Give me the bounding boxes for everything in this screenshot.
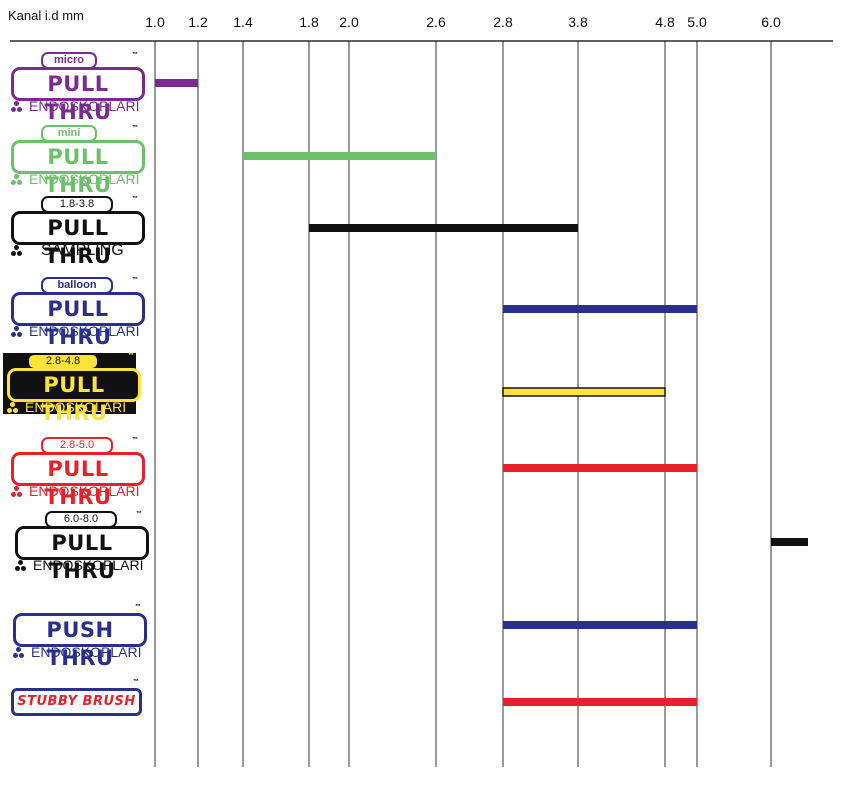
x-axis-label: Kanal i.d mm: [8, 8, 84, 23]
logo-wordmark: STUBBY BRUSH: [11, 688, 142, 716]
logo-dots-icon: [11, 174, 23, 186]
trademark-mark: ™: [136, 511, 142, 517]
logo-dots-icon: [11, 101, 23, 113]
logo-top-label: 6.0-8.0: [45, 511, 117, 528]
range-bar: [503, 464, 697, 472]
logo-wordmark: PULL THRU: [7, 368, 141, 425]
logo-wordmark: PULL THRU: [11, 452, 145, 509]
trademark-mark: ™: [135, 604, 141, 610]
product-logo: 2.8-4.8 ™ PULL THRU ENDOSKOLARI: [3, 353, 143, 425]
product-logo: mini ™ PULL THRU ENDOSKOPLARI: [11, 125, 151, 197]
trademark-mark: ™: [132, 52, 138, 58]
logo-subtitle: ENDOSKOPLARI: [33, 557, 144, 573]
logo-dots-icon: [11, 326, 23, 338]
x-tick-label: 6.0: [761, 14, 781, 30]
x-tick-label: 2.0: [339, 14, 359, 30]
logo-wordmark: PULL THRU: [11, 292, 145, 349]
range-bar: [155, 79, 198, 87]
product-logo: ™ STUBBY BRUSH: [11, 679, 151, 745]
range-bar: [243, 152, 436, 160]
logo-subtitle: ENDOSKOPLARI: [31, 644, 142, 660]
x-tick-label: 2.8: [493, 14, 513, 30]
trademark-mark: ™: [132, 196, 138, 202]
range-bar: [309, 224, 578, 232]
x-tick-label: 3.8: [568, 14, 588, 30]
logo-wordmark: PULL THRU: [11, 211, 145, 268]
trademark-mark: ™: [133, 679, 139, 685]
product-logo: 6.0-8.0 ™ PULL THRU ENDOSKOPLARI: [15, 511, 155, 583]
product-logo: 1.8-3.8 ™ PULL THRU SAMPLING: [11, 196, 151, 268]
logo-dots-icon: [13, 647, 25, 659]
logo-subtitle: SAMPLING: [41, 242, 124, 259]
product-logo: ™ PUSH THRU ENDOSKOPLARI: [13, 598, 153, 670]
logo-subtitle: ENDOSKOLARI: [25, 399, 127, 415]
logo-dots-icon: [15, 560, 27, 572]
x-tick-label: 1.4: [233, 14, 253, 30]
x-tick-label: 2.6: [426, 14, 446, 30]
product-logo: 2.8-5.0 ™ PULL THRU ENDOSKOPLARI: [11, 437, 151, 509]
logo-dots-icon: [11, 245, 23, 257]
x-tick-label: 1.2: [188, 14, 208, 30]
x-tick-label: 5.0: [687, 14, 707, 30]
product-logo: balloon ™ PULL THRU ENDOSKOPLARI: [11, 277, 151, 349]
product-logo: micro ™ PULL THRU ENDOSKOPLARI: [11, 52, 151, 124]
x-tick-label: 1.0: [145, 14, 165, 30]
trademark-mark: ™: [132, 277, 138, 283]
range-bar: [503, 621, 697, 629]
logo-wordmark: PULL THRU: [15, 526, 149, 583]
trademark-mark: ™: [132, 125, 138, 131]
logo-dots-icon: [7, 402, 19, 414]
range-bar: [503, 698, 697, 706]
logo-wordmark: PUSH THRU: [13, 613, 147, 670]
logo-wordmark: PULL THRU: [11, 140, 145, 197]
x-tick-label: 1.8: [299, 14, 319, 30]
logo-wordmark: PULL THRU: [11, 67, 145, 124]
logo-subtitle: ENDOSKOPLARI: [29, 98, 140, 114]
range-bar: [502, 387, 666, 397]
logo-subtitle: ENDOSKOPLARI: [29, 171, 140, 187]
trademark-mark: ™: [132, 437, 138, 443]
logo-subtitle: ENDOSKOPLARI: [29, 323, 140, 339]
trademark-mark: ™: [128, 353, 134, 359]
range-bar: [503, 305, 697, 313]
x-tick-label: 4.8: [655, 14, 675, 30]
range-bar: [771, 538, 808, 546]
logo-subtitle: ENDOSKOPLARI: [29, 483, 140, 499]
logo-dots-icon: [11, 486, 23, 498]
